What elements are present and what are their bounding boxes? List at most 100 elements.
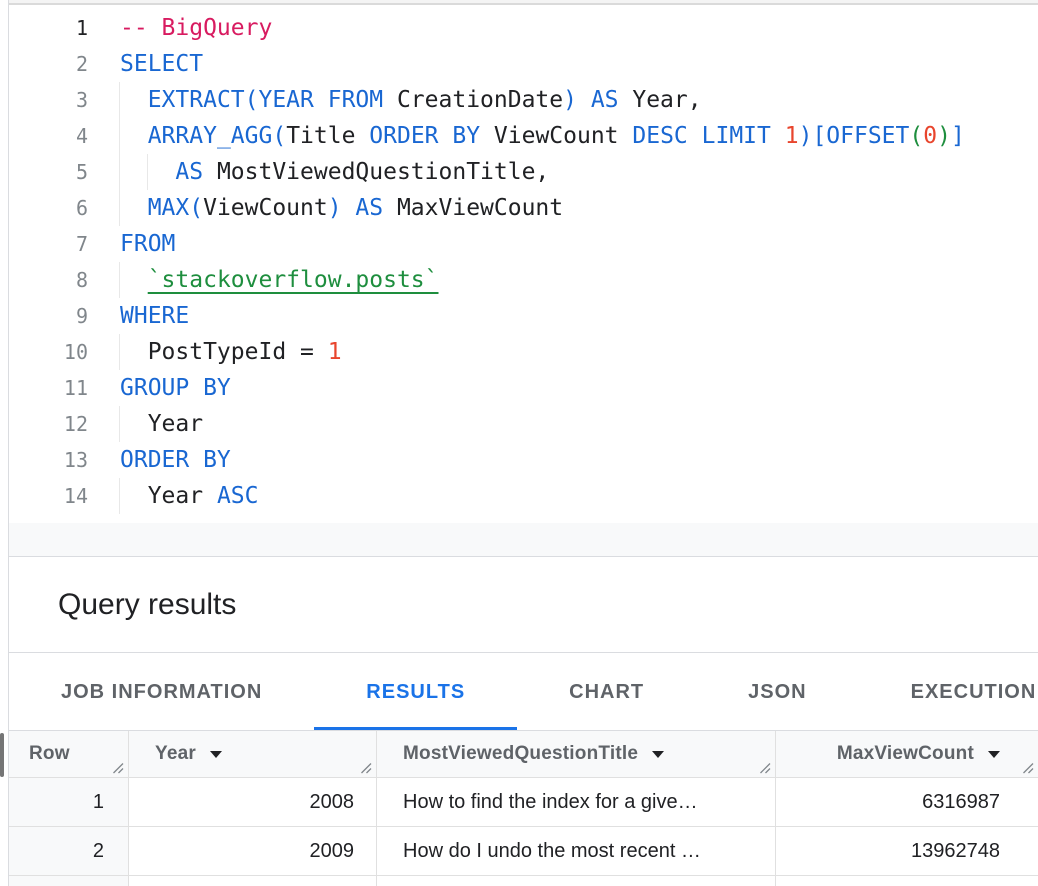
line-number: 1 — [75, 16, 88, 40]
code-text: Year — [120, 411, 204, 437]
line-number: 9 — [75, 304, 88, 328]
line-number: 2 — [75, 52, 88, 76]
line-number: 5 — [75, 160, 88, 184]
indent-guide — [146, 154, 148, 190]
code-text: SELECT — [120, 51, 204, 77]
tab-chart[interactable]: CHART — [517, 654, 696, 730]
cell-max-view-count: 13962748 — [911, 839, 1000, 862]
column-header-row-number: Row — [9, 731, 129, 777]
column-resize-handle-icon[interactable] — [359, 761, 372, 774]
tab-label: JOB INFORMATION — [61, 680, 263, 703]
cell-year — [129, 876, 377, 886]
tab-job-information[interactable]: JOB INFORMATION — [9, 654, 314, 730]
code-text: Year ASC — [120, 483, 259, 509]
tab-label: JSON — [748, 680, 807, 703]
code-line-1: 1 -- BigQuery — [9, 10, 1038, 46]
line-number: 12 — [63, 412, 88, 436]
table-row-partial — [9, 876, 1038, 886]
column-label: Row — [29, 743, 70, 764]
editor-bottom-strip — [9, 523, 1038, 557]
table-row: 1 2008 How to find the index for a give… 63… — [9, 778, 1038, 827]
tab-execution-details[interactable]: EXECUTION DETAILS — [859, 654, 1038, 730]
code-line-14: 14 Year ASC — [9, 478, 1038, 514]
indent-guide — [119, 262, 120, 298]
left-scrollbar-thumb[interactable] — [0, 733, 4, 777]
code-line-10: 10 PostTypeId = 1 — [9, 334, 1038, 370]
code-line-11: 11 GROUP BY — [9, 370, 1038, 406]
cell-year: 2009 — [129, 827, 377, 875]
line-number: 6 — [75, 196, 88, 220]
line-number: 13 — [63, 448, 88, 472]
column-label: MaxViewCount — [836, 743, 974, 764]
sql-editor[interactable]: 1 -- BigQuery 2 SELECT 3 EXTRACT(YEAR FROM C… — [9, 5, 1038, 523]
column-resize-handle-icon[interactable] — [1021, 761, 1034, 774]
code-line-4: 4 ARRAY_AGG(Title ORDER BY ViewCount DES… — [9, 118, 1038, 154]
code-text: FROM — [120, 231, 176, 257]
sort-arrow-icon[interactable] — [988, 750, 1000, 758]
code-text: GROUP BY — [120, 375, 231, 401]
indent-guide — [119, 334, 120, 370]
column-label: MostViewedQuestionTitle — [403, 743, 639, 764]
table-row: 2 2009 How do I undo the most recent … 1396… — [9, 827, 1038, 876]
code-text: EXTRACT(YEAR FROM CreationDate) AS Year, — [147, 87, 702, 113]
code-line-13: 13 ORDER BY — [9, 442, 1038, 478]
line-number: 11 — [63, 376, 88, 400]
line-number: 4 — [75, 124, 88, 148]
code-text: PostTypeId = 1 — [120, 339, 342, 365]
results-table: Row Year MostViewedQuestionTitle MaxViewCou… — [9, 731, 1038, 886]
line-number: 8 — [75, 268, 88, 292]
table-header-row: Row Year MostViewedQuestionTitle MaxViewCou… — [9, 731, 1038, 778]
cell-most-viewed-question-title — [377, 876, 776, 886]
code-text: MAX(ViewCount) AS MaxViewCount — [147, 195, 564, 221]
panel-left-border — [8, 0, 9, 886]
line-number: 10 — [63, 340, 88, 364]
cell-row-number: 2 — [9, 827, 129, 875]
column-header-year[interactable]: Year — [129, 731, 377, 777]
indent-guide — [119, 478, 120, 514]
query-results-header: Query results — [9, 557, 1038, 653]
cell-max-view-count: 6316987 — [922, 790, 1000, 813]
indent-guide — [119, 82, 120, 118]
indent-guide — [119, 406, 120, 442]
code-text: ARRAY_AGG(Title ORDER BY ViewCount DESC … — [147, 123, 965, 149]
sort-arrow-icon[interactable] — [652, 750, 665, 758]
tab-results[interactable]: RESULTS — [314, 654, 518, 730]
cell-most-viewed-question-title: How do I undo the most recent … — [377, 827, 776, 875]
tab-label: EXECUTION DETAILS — [910, 680, 1038, 703]
indent-guide — [119, 154, 120, 190]
column-resize-handle-icon[interactable] — [111, 761, 124, 774]
indent-guide — [119, 190, 120, 226]
cell-year: 2008 — [129, 778, 377, 826]
code-line-5: 5 AS MostViewedQuestionTitle, — [9, 154, 1038, 190]
cell-row-number — [9, 876, 129, 886]
tab-label: CHART — [569, 680, 645, 703]
code-line-6: 6 MAX(ViewCount) AS MaxViewCount — [9, 190, 1038, 226]
cell-row-number: 1 — [9, 778, 129, 826]
query-results-title: Query results — [58, 587, 237, 621]
column-header-most-viewed-question-title[interactable]: MostViewedQuestionTitle — [377, 731, 776, 777]
code-line-3: 3 EXTRACT(YEAR FROM CreationDate) AS Yea… — [9, 82, 1038, 118]
active-tab-underline — [314, 727, 518, 730]
code-line-8: 8 `stackoverflow.posts` — [9, 262, 1038, 298]
column-header-max-view-count[interactable]: MaxViewCount — [776, 731, 1038, 777]
column-label: Year — [155, 743, 196, 764]
code-text: ORDER BY — [120, 447, 231, 473]
line-number: 3 — [75, 88, 88, 112]
tab-label: RESULTS — [366, 680, 466, 703]
code-text: -- BigQuery — [120, 15, 273, 41]
code-text: `stackoverflow.posts` — [147, 267, 439, 293]
code-text: WHERE — [120, 303, 190, 329]
line-number: 14 — [63, 484, 88, 508]
sort-arrow-icon[interactable] — [209, 750, 222, 758]
code-line-12: 12 Year — [9, 406, 1038, 442]
tab-json[interactable]: JSON — [696, 654, 858, 730]
line-number: 7 — [75, 232, 88, 256]
results-tab-bar: JOB INFORMATION RESULTS CHART JSON EXECUTION… — [9, 654, 1038, 731]
code-text: AS MostViewedQuestionTitle, — [175, 159, 550, 185]
column-resize-handle-icon[interactable] — [758, 761, 771, 774]
cell-max-view-count — [776, 876, 1038, 886]
code-line-2: 2 SELECT — [9, 46, 1038, 82]
toolbar-bottom-edge — [8, 0, 1038, 5]
indent-guide — [119, 118, 120, 154]
